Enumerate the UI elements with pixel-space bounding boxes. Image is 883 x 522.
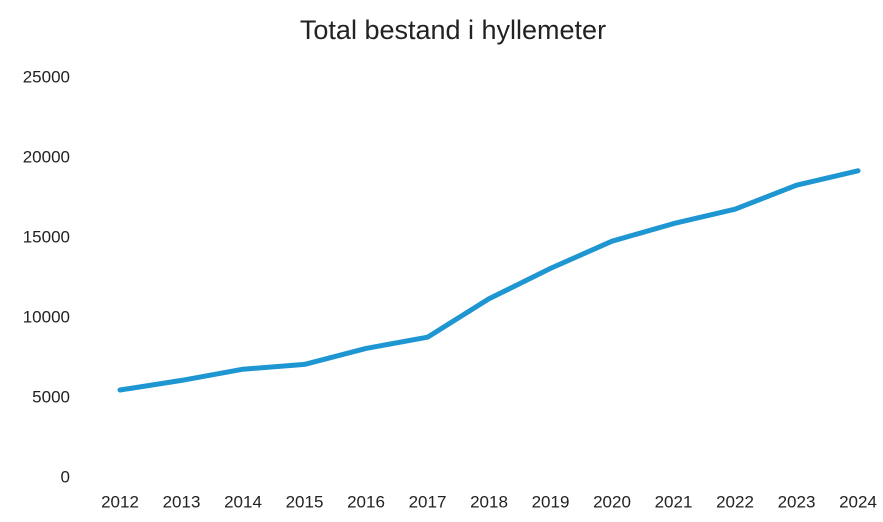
y-tick-label: 5000 [32, 387, 70, 406]
x-tick-label: 2024 [839, 492, 877, 511]
x-tick-label: 2013 [163, 492, 201, 511]
y-tick-label: 0 [61, 467, 70, 486]
x-tick-label: 2022 [716, 492, 754, 511]
x-tick-label: 2016 [347, 492, 385, 511]
x-tick-label: 2018 [470, 492, 508, 511]
chart-title: Total bestand i hyllemeter [300, 15, 606, 45]
y-tick-label: 10000 [23, 307, 70, 326]
y-tick-label: 20000 [23, 147, 70, 166]
x-tick-label: 2019 [532, 492, 570, 511]
y-tick-label: 15000 [23, 227, 70, 246]
x-tick-label: 2014 [224, 492, 262, 511]
x-tick-label: 2017 [409, 492, 447, 511]
line [117, 168, 861, 393]
y-tick-label: 25000 [23, 67, 70, 86]
x-tick-label: 2021 [655, 492, 693, 511]
x-tick-label: 2012 [101, 492, 139, 511]
x-tick-label: 2023 [778, 492, 816, 511]
x-tick-label: 2020 [593, 492, 631, 511]
x-tick-label: 2015 [286, 492, 324, 511]
